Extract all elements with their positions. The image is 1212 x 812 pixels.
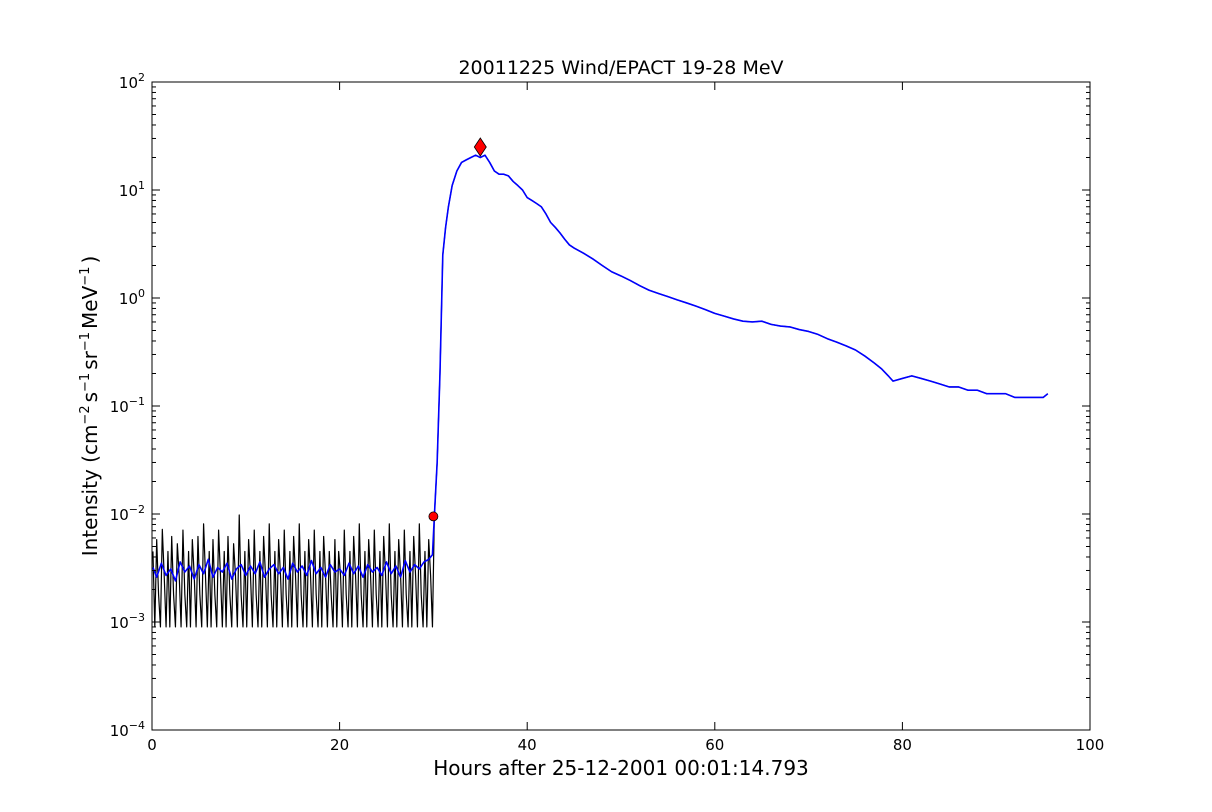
y-tick-label: 102 — [119, 71, 145, 92]
series-line-smoothed — [152, 154, 1049, 582]
plot-area — [152, 154, 1049, 628]
x-tick-label: 80 — [893, 736, 912, 754]
x-tick-label: 60 — [705, 736, 724, 754]
chart-title: 20011225 Wind/EPACT 19-28 MeV — [458, 57, 783, 79]
y-tick-label: 10−4 — [110, 719, 145, 740]
y-tick-label: 10−2 — [110, 503, 145, 524]
y-tick-label: 10−1 — [110, 395, 145, 416]
plot-frame — [151, 81, 1091, 731]
x-axis-label: Hours after 25-12-2001 00:01:14.793 — [433, 756, 809, 780]
y-tick-label: 100 — [119, 287, 145, 308]
onset-marker — [428, 511, 439, 522]
x-tick-label: 20 — [330, 736, 349, 754]
y-axis: 10−4 10−3 10−2 10−1 100 101 102 — [110, 71, 1090, 740]
x-tick-label: 100 — [1076, 736, 1105, 754]
series-line-raw — [152, 154, 1049, 628]
y-tick-label: 10−3 — [110, 611, 145, 632]
y-axis-label: Intensity (cm−2​s−1​sr−1​MeV−1​) — [78, 256, 102, 557]
x-tick-label: 40 — [518, 736, 537, 754]
y-tick-label: 101 — [119, 179, 145, 200]
x-tick-label: 0 — [147, 736, 157, 754]
x-axis: 0 20 40 60 80 100 — [147, 82, 1104, 754]
peak-marker — [473, 137, 487, 157]
